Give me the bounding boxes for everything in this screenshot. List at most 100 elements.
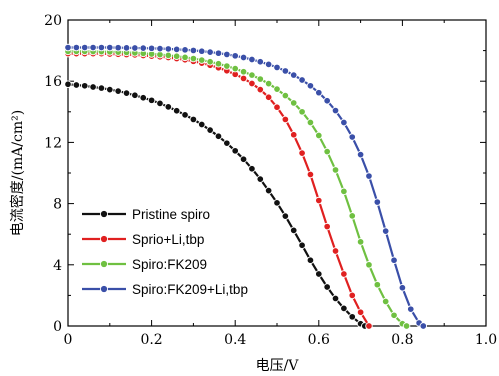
data-point [164, 51, 173, 60]
data-point [407, 305, 415, 313]
legend: Pristine spiro Sprio+Li,tbp Spiro:FK209 Spi… [82, 207, 248, 297]
data-point [156, 44, 164, 53]
legend-entry: Sprio+Li,tbp [82, 232, 204, 247]
data-point [164, 103, 173, 111]
data-point [172, 45, 181, 54]
data-point [390, 256, 398, 264]
data-point [122, 44, 131, 52]
data-point [281, 115, 290, 124]
data-point [381, 297, 390, 306]
data-point [281, 91, 290, 100]
data-point [256, 85, 265, 94]
data-point [181, 111, 189, 119]
data-point [348, 133, 356, 141]
data-point [323, 97, 331, 105]
legend-swatch-marker [99, 209, 109, 219]
data-point [214, 132, 223, 141]
data-point [323, 283, 331, 291]
data-point [306, 82, 315, 90]
data-point [365, 172, 373, 180]
data-point [390, 311, 398, 320]
data-point [114, 87, 122, 95]
data-point [348, 313, 356, 321]
legend-entry: Spiro:FK209 [82, 257, 207, 272]
data-point [298, 108, 306, 116]
data-point [340, 118, 348, 127]
data-point [348, 291, 356, 300]
legend-label: Pristine spiro [132, 207, 210, 222]
data-point [298, 149, 306, 157]
data-point [181, 53, 189, 62]
data-point [139, 93, 147, 102]
data-point [365, 322, 373, 330]
data-point [172, 52, 181, 61]
legend-label: Sprio+Li,tbp [132, 232, 204, 247]
data-point [198, 56, 206, 64]
data-point [256, 58, 265, 66]
x-tick-label: 0.4 [224, 332, 246, 348]
data-point [323, 147, 331, 156]
legend-entry: Pristine spiro [82, 207, 210, 222]
y-tick-label: 16 [44, 74, 62, 90]
data-point [114, 43, 122, 52]
data-point [72, 81, 81, 89]
data-point [80, 43, 89, 52]
data-point [248, 71, 256, 79]
data-point [189, 54, 198, 63]
x-tick-label: 1.0 [475, 332, 497, 348]
data-point [231, 64, 239, 73]
data-point [181, 46, 189, 54]
data-point [331, 247, 340, 255]
data-point [248, 164, 256, 173]
data-point [373, 198, 382, 206]
data-point [281, 212, 290, 220]
data-point [315, 196, 323, 205]
data-point [331, 106, 340, 115]
y-tick-label: 12 [44, 135, 62, 151]
data-point [356, 308, 365, 316]
data-point [398, 284, 407, 292]
data-point [206, 126, 214, 134]
y-tick-labels: 0 4 8 12 16 20 [44, 13, 62, 335]
data-point [147, 96, 156, 105]
data-point [206, 58, 214, 66]
data-point [289, 226, 298, 235]
data-point [89, 43, 97, 52]
data-point [248, 55, 256, 64]
data-point [273, 199, 281, 207]
x-tick-labels: 0 0.2 0.4 0.6 0.8 1.0 [64, 332, 498, 348]
data-point [365, 261, 373, 269]
data-point [223, 50, 231, 59]
data-point [281, 67, 290, 75]
data-point [139, 44, 147, 52]
legend-entry: Spiro:FK209+Li,tbp [82, 282, 248, 297]
data-point [340, 187, 348, 196]
data-point [315, 270, 323, 278]
data-point [273, 63, 281, 72]
data-point [231, 147, 239, 155]
data-point [273, 85, 281, 93]
data-point [172, 106, 181, 115]
data-point [189, 46, 198, 55]
data-point [106, 43, 114, 52]
data-point [264, 60, 273, 69]
data-point [248, 79, 256, 88]
x-tick-label: 0 [64, 332, 73, 348]
data-point [97, 43, 106, 52]
data-point [122, 89, 131, 97]
data-point [289, 71, 298, 79]
legend-label: Spiro:FK209+Li,tbp [132, 282, 248, 297]
x-tick-label: 0.6 [308, 332, 330, 348]
data-point [214, 49, 223, 57]
data-point [80, 82, 89, 90]
data-point [239, 67, 248, 76]
data-point [256, 75, 265, 83]
data-point [381, 227, 390, 235]
data-point [419, 322, 428, 330]
data-point [402, 322, 411, 330]
data-point [315, 131, 323, 140]
data-point [231, 52, 239, 60]
axis-ticks [67, 19, 487, 327]
data-point [156, 99, 164, 108]
